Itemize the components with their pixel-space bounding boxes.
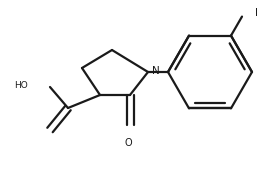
Text: I: I: [255, 8, 258, 18]
Text: O: O: [124, 138, 132, 148]
Text: N: N: [152, 66, 160, 76]
Text: HO: HO: [14, 81, 28, 91]
